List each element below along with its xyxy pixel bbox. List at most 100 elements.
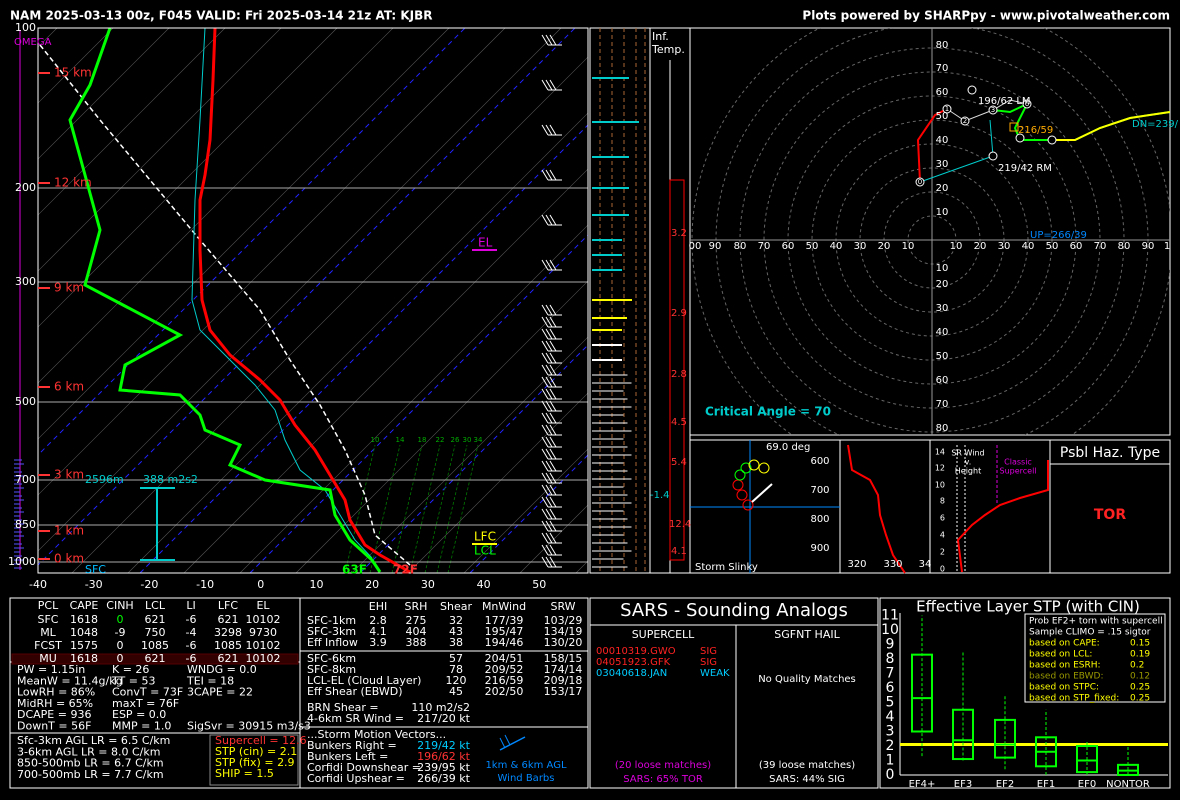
rule bbox=[541, 484, 549, 496]
stp-legend: Prob EF2+ torn with supercell bbox=[1029, 617, 1163, 627]
sars-header: SGFNT HAIL bbox=[774, 628, 840, 641]
sr-wind-title: SR Wind bbox=[951, 449, 984, 458]
rule bbox=[549, 520, 557, 532]
height-label: 1 km bbox=[54, 524, 84, 538]
stp-probability-value: 0.25 bbox=[1130, 694, 1150, 704]
skewt-plot bbox=[38, 28, 588, 573]
rule bbox=[549, 214, 557, 226]
isotherm-ref bbox=[139, 124, 588, 573]
kinematic-row-label: SFC-1km bbox=[307, 614, 356, 627]
parcel-cell: 9730 bbox=[249, 626, 277, 639]
isotherm-ref bbox=[359, 344, 588, 573]
hodo-point bbox=[988, 105, 998, 115]
parcel-cell: 0 bbox=[117, 652, 124, 665]
parcel-header: LFC bbox=[218, 599, 238, 612]
height-label: 3 km bbox=[54, 468, 84, 482]
rule bbox=[545, 520, 553, 532]
sr-height-label: 8 bbox=[940, 497, 945, 506]
stp-tick: 6 bbox=[886, 680, 895, 696]
rule bbox=[541, 412, 549, 424]
pressure-label: 200 bbox=[15, 181, 36, 194]
slinky-theta: 320 bbox=[847, 559, 866, 570]
index-value: DownT = 56F bbox=[17, 720, 91, 733]
rule bbox=[541, 544, 549, 556]
rule bbox=[751, 483, 773, 503]
pressure-label: 100 bbox=[15, 21, 36, 34]
rule bbox=[549, 364, 557, 376]
isotherm-ref bbox=[469, 454, 588, 573]
wind-barbs-label: Wind Barbs bbox=[498, 773, 555, 784]
rule bbox=[549, 472, 557, 484]
lfc-label: LFC bbox=[474, 530, 496, 544]
sr-height-label: 10 bbox=[935, 481, 945, 490]
parcel-cell: 10102 bbox=[246, 639, 281, 652]
rule bbox=[545, 436, 553, 448]
corfidi-downshear: DN=239/ bbox=[1132, 119, 1179, 130]
isotherm bbox=[71, 56, 588, 573]
inferred-temp-value: 3.2 bbox=[671, 228, 687, 239]
rule bbox=[545, 124, 553, 136]
rule bbox=[549, 556, 557, 568]
parcel-cell: 3298 bbox=[214, 626, 242, 639]
rule bbox=[545, 556, 553, 568]
kinematic-cell: 2.8 bbox=[369, 614, 387, 627]
rule bbox=[545, 388, 553, 400]
mixing-ratio bbox=[424, 444, 456, 573]
parcel-cell: 621 bbox=[145, 613, 166, 626]
sars-match: 00010319.GWO bbox=[596, 646, 676, 657]
inflow-speed: 34 bbox=[474, 436, 483, 444]
index-value: WNDG = 0.0 bbox=[187, 663, 257, 676]
kinematic-row-label: Eff Shear (EBWD) bbox=[307, 685, 403, 698]
hodo-axis-label: 70 bbox=[1094, 241, 1107, 252]
rule bbox=[549, 376, 557, 388]
stp-probability-value: 0.15 bbox=[1130, 639, 1150, 649]
kinematic-header: MnWind bbox=[482, 600, 526, 613]
sars-match-category: SIG bbox=[700, 657, 717, 668]
rule bbox=[541, 352, 549, 364]
kinematic-cell: 78 bbox=[449, 663, 463, 676]
sars-header: SUPERCELL bbox=[632, 628, 695, 641]
rule bbox=[541, 79, 549, 91]
hodo-axis-label: 10 bbox=[950, 241, 963, 252]
panel-frame bbox=[209, 734, 299, 786]
panel-frame bbox=[11, 653, 299, 665]
hodo-ring-label: 10 bbox=[936, 263, 949, 274]
kinematic-cell: 174/14 bbox=[544, 663, 583, 676]
isotherm bbox=[38, 28, 506, 496]
parameter-label: 4-6km SR Wind = bbox=[307, 712, 404, 725]
slinky-ring bbox=[734, 469, 746, 481]
sars-match-category: WEAK bbox=[700, 668, 730, 679]
rule bbox=[499, 737, 506, 749]
rule bbox=[549, 304, 557, 316]
mean-wind: 216/59 bbox=[1018, 125, 1053, 136]
rule bbox=[541, 304, 549, 316]
rule bbox=[545, 304, 553, 316]
storm-motion-label: Corfidi Downshear = bbox=[307, 761, 421, 774]
isotherm bbox=[38, 28, 394, 384]
rule bbox=[541, 169, 549, 181]
mixing-ratio bbox=[344, 444, 376, 573]
index-value: ConvT = 73F bbox=[112, 686, 183, 699]
surface-temperature: 72F bbox=[393, 563, 418, 577]
rule bbox=[541, 400, 549, 412]
rule bbox=[549, 259, 557, 271]
rule bbox=[549, 412, 557, 424]
parcel-cell: SFC bbox=[38, 613, 59, 626]
slinky-pressure: 600 bbox=[810, 456, 829, 467]
hodo-axis-label: 90 bbox=[709, 241, 722, 252]
rule bbox=[541, 436, 549, 448]
index-value: TT = 53 bbox=[111, 674, 155, 687]
kinematic-row-label: SFC-8km bbox=[307, 663, 356, 676]
rule bbox=[541, 124, 549, 136]
temperature-label: -20 bbox=[140, 578, 158, 591]
rule bbox=[545, 79, 553, 91]
panel-frame bbox=[994, 718, 1016, 759]
inferred-temp-value: -1.4 bbox=[650, 490, 670, 501]
rule bbox=[549, 544, 557, 556]
kinematic-cell: 195/47 bbox=[485, 625, 524, 638]
effective-inflow-srh: 388 m2s2 bbox=[143, 473, 198, 486]
rule bbox=[549, 460, 557, 472]
rule bbox=[549, 328, 557, 340]
slinky-pressure: 800 bbox=[810, 514, 829, 525]
hodo-axis-label: 60 bbox=[782, 241, 795, 252]
